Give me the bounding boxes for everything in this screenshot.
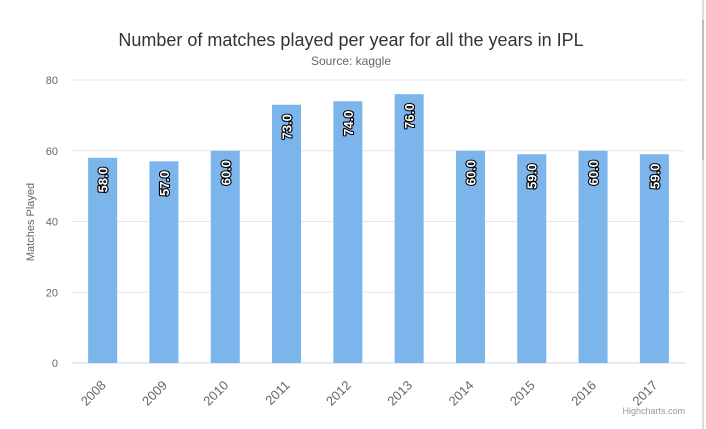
data-label-2016: 60.0 — [586, 160, 601, 185]
x-tick-label-2017: 2017 — [629, 378, 660, 409]
y-axis-ticks: 0 20 40 60 80 — [46, 75, 58, 370]
data-label-2013: 76.0 — [402, 103, 417, 128]
bar-2014[interactable] — [455, 150, 485, 363]
scrollbar-track[interactable] — [702, 0, 704, 429]
highcharts-credit[interactable]: Highcharts.com — [622, 406, 685, 416]
bar-2013[interactable] — [394, 94, 424, 364]
data-label-2015: 59.0 — [525, 164, 540, 189]
bar-2008[interactable] — [88, 157, 118, 363]
x-tick-label-2009: 2009 — [139, 378, 170, 409]
data-label-2011: 73.0 — [280, 114, 295, 139]
data-label-2017: 59.0 — [647, 164, 662, 189]
scrollbar-thumb[interactable] — [702, 20, 704, 160]
y-tick-label: 40 — [46, 217, 58, 229]
bar-2010[interactable] — [210, 150, 240, 363]
data-label-2014: 60.0 — [463, 160, 478, 185]
x-tick-label-2011: 2011 — [262, 378, 292, 408]
bar-2015[interactable] — [517, 154, 547, 363]
data-label-2010: 60.0 — [218, 160, 233, 185]
x-tick-label-2012: 2012 — [323, 378, 354, 409]
bar-series: 58.0 57.0 60.0 73.0 74.0 76.0 60.0 59.0 60.0 59.0 — [88, 94, 669, 364]
x-tick-label-2008: 2008 — [78, 378, 109, 409]
x-tick-label-2010: 2010 — [200, 378, 231, 409]
data-label-2012: 74.0 — [341, 111, 356, 136]
chart-subtitle: Source: kaggle — [311, 54, 391, 68]
bar-2012[interactable] — [333, 101, 363, 363]
y-tick-label: 0 — [52, 358, 58, 370]
y-tick-label: 80 — [46, 75, 58, 87]
data-label-2008: 58.0 — [96, 167, 111, 192]
x-tick-label-2015: 2015 — [507, 378, 538, 409]
bar-2017[interactable] — [639, 154, 669, 363]
bar-2009[interactable] — [149, 161, 179, 363]
bar-2016[interactable] — [578, 150, 608, 363]
y-axis-label: Matches Played — [25, 183, 37, 261]
bar-2011[interactable] — [272, 104, 302, 363]
y-tick-label: 60 — [46, 146, 58, 158]
chart-title: Number of matches played per year for al… — [118, 30, 583, 50]
x-axis-ticks: 2008 2009 2010 2011 2012 2013 2014 2015 2016 2017 — [78, 378, 661, 409]
x-tick-label-2014: 2014 — [446, 378, 477, 409]
x-tick-label-2013: 2013 — [384, 378, 415, 409]
y-tick-label: 20 — [46, 287, 58, 299]
x-tick-label-2016: 2016 — [568, 378, 599, 409]
data-label-2009: 57.0 — [157, 171, 172, 196]
